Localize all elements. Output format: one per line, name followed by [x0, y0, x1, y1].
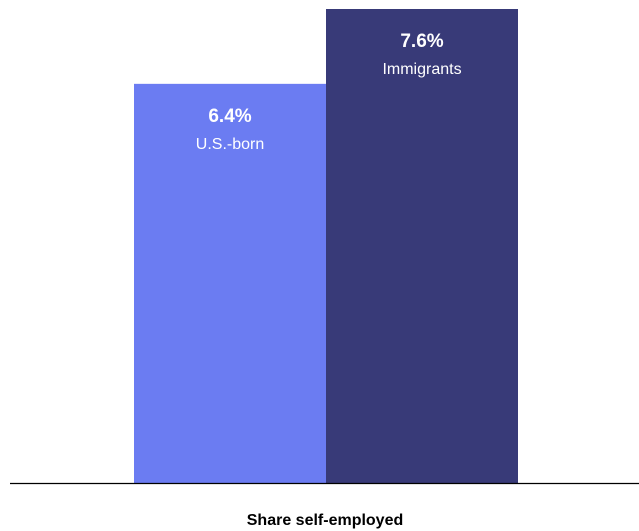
bars-group — [134, 9, 518, 483]
x-axis-label: Share self-employed — [247, 512, 404, 529]
data-label-category: U.S.-born — [196, 136, 264, 153]
data-label-value: 6.4% — [208, 106, 251, 127]
bar-u-s-born — [134, 83, 326, 483]
data-label-value: 7.6% — [400, 31, 443, 52]
bar-labels-group: 6.4% U.S.-born 7.6% Immigrants — [196, 31, 462, 153]
bar-immigrants — [326, 9, 518, 483]
data-label-category: Immigrants — [382, 61, 461, 78]
